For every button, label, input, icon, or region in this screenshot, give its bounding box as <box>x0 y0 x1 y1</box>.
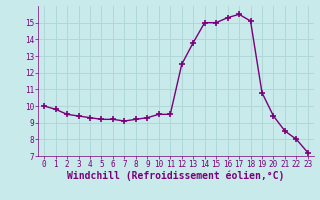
X-axis label: Windchill (Refroidissement éolien,°C): Windchill (Refroidissement éolien,°C) <box>67 171 285 181</box>
